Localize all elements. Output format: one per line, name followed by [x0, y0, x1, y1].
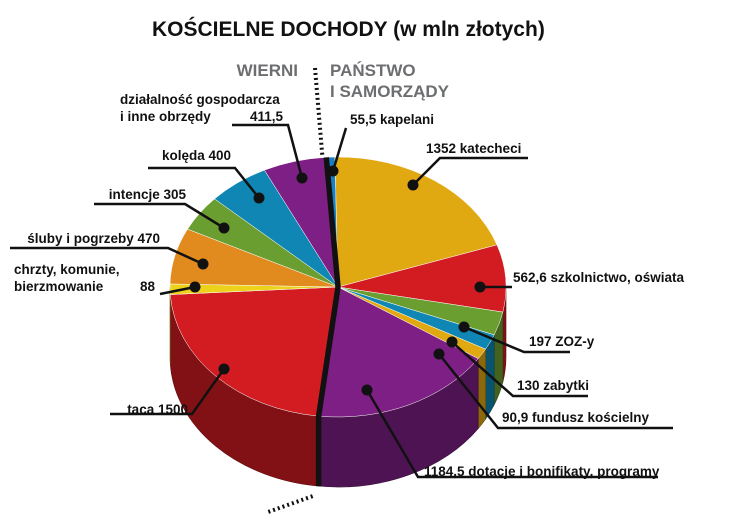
leader-dot-6 — [361, 384, 373, 396]
leader-line-9 — [10, 246, 204, 266]
pie — [169, 67, 507, 514]
slice-label-8: chrzty, komunie, — [14, 262, 120, 277]
slice-label-1: 1352 katecheci — [426, 141, 521, 156]
leader-line-10 — [94, 202, 225, 230]
leader-line-4 — [451, 341, 588, 398]
pie-slice-7 — [170, 286, 339, 417]
group-divider — [315, 157, 341, 487]
leader-dot-9 — [197, 258, 209, 270]
slice-label-0: 55,5 kapelani — [350, 112, 434, 127]
slice-label-4: 130 zabytki — [517, 378, 589, 393]
leader-dot-11 — [253, 192, 265, 204]
divider-dots-bottom — [267, 494, 314, 514]
slice-label-10: intencje 305 — [109, 187, 187, 202]
slice-label-6: 1184,5 dotacje i bonifikaty, programy — [424, 464, 660, 479]
pie-slice-12 — [264, 157, 339, 288]
slice-label-5: 90,9 fundusz kościelny — [502, 410, 650, 425]
pie-slice-1 — [334, 156, 498, 288]
slice-label-12: działalność gospodarcza — [120, 92, 280, 107]
pie-slice-6 — [318, 286, 479, 418]
slice-label-12: 411,5 — [250, 109, 284, 124]
slice-label-3: 197 ZOZ-y — [529, 334, 595, 349]
group-label-1: PAŃSTWO — [330, 61, 416, 80]
slice-label-8: bierzmowanie — [14, 279, 104, 294]
leader-dot-10 — [218, 222, 230, 234]
leader-line-1 — [412, 156, 528, 186]
group-label-0: WIERNI — [237, 61, 298, 80]
group-labels: WIERNI PAŃSTWO I SAMORZĄDY — [237, 61, 450, 101]
slice-label-9: śluby i pogrzeby 470 — [27, 231, 160, 246]
leader-dot-7 — [218, 363, 230, 375]
leader-line-7 — [110, 368, 226, 416]
leader-dot-8 — [189, 281, 201, 293]
leader-line-11 — [148, 166, 260, 199]
leader-line-0 — [331, 127, 348, 172]
leader-dot-12 — [296, 172, 308, 184]
pie-wall-5 — [477, 348, 486, 430]
slice-label-12: i inne obrzędy — [120, 109, 211, 124]
leader-line-6 — [365, 389, 658, 479]
slice-label-11: kolęda 400 — [162, 148, 231, 163]
leader-dot-5 — [433, 348, 445, 360]
slice-label-8: 88 — [140, 279, 156, 294]
leader-dot-4 — [446, 336, 458, 348]
leader-line-5 — [438, 353, 673, 430]
leader-line-8 — [159, 285, 196, 296]
leader-line-3 — [463, 325, 570, 354]
leader-dot-2 — [474, 281, 486, 293]
group-label-1: I SAMORZĄDY — [330, 82, 450, 101]
leader-line-12 — [232, 123, 304, 179]
leader-dot-0 — [327, 165, 339, 177]
pie-slice-2 — [337, 244, 507, 313]
slice-labels: 55,5 kapelani 1352 katecheci 562,6 szkolni… — [14, 92, 685, 479]
divider-dots-top — [313, 67, 325, 156]
chart-title: KOŚCIELNE DOCHODY (w mln złotych) — [152, 17, 545, 41]
leader-dot-1 — [407, 179, 419, 191]
leader-lines — [10, 123, 673, 479]
slice-label-2: 562,6 szkolnictwo, oświata — [513, 270, 685, 285]
slice-label-7: taca 1500 — [127, 402, 188, 417]
leader-dot-3 — [458, 321, 470, 333]
